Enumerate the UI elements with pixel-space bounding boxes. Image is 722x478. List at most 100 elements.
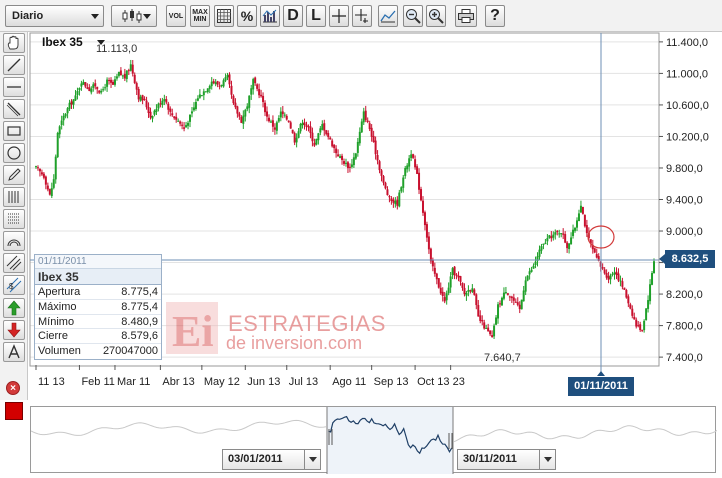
candle-down (293, 133, 296, 143)
candle-down (179, 121, 182, 124)
candle-down (169, 108, 172, 112)
candle-down (595, 254, 598, 258)
candle-down (627, 296, 630, 304)
candle-down (425, 224, 428, 238)
parallel-channel-tool[interactable] (3, 253, 25, 273)
watermark-logo: Ei (166, 302, 218, 356)
instrument-title[interactable]: Ibex 35 (42, 35, 83, 49)
candle-down (566, 242, 569, 249)
candle-down (518, 304, 521, 310)
candle-up (645, 308, 648, 321)
candle-up (400, 187, 403, 192)
candle-up (315, 138, 318, 145)
crosshair-axis-icon (355, 9, 368, 23)
crosshair-button[interactable] (329, 5, 349, 27)
buy-signal-tool[interactable] (3, 298, 25, 318)
ray-line-icon (6, 102, 21, 117)
chevron-down-icon[interactable] (304, 450, 320, 469)
navigator-right-handle[interactable] (448, 433, 453, 449)
candle-up (301, 122, 304, 126)
range-navigator[interactable] (30, 406, 718, 474)
channel-tool[interactable] (3, 187, 25, 207)
price-tick-label: 10.600,0 (666, 100, 709, 112)
candle-up (546, 238, 549, 242)
info-value: 8.775,4 (121, 286, 158, 298)
candle-down (183, 127, 186, 129)
candle-down (386, 189, 389, 196)
pan-tool[interactable] (3, 33, 25, 53)
chevron-down-icon[interactable] (97, 40, 105, 45)
chevron-down-icon[interactable] (539, 450, 555, 469)
candle-down (135, 83, 138, 90)
horizontal-line-tool[interactable] (3, 77, 25, 97)
daily-button[interactable]: D (283, 5, 303, 27)
candle-up (277, 118, 280, 122)
percent-button[interactable]: % (237, 5, 257, 27)
navigator-left-handle[interactable] (328, 429, 333, 445)
ray-tool[interactable] (3, 99, 25, 119)
compare-button[interactable] (378, 5, 398, 27)
candle-down (390, 198, 393, 201)
candle-up (542, 243, 545, 246)
candle-up (202, 91, 205, 96)
print-button[interactable] (455, 5, 477, 27)
color-picker-button[interactable] (5, 402, 23, 420)
histogram-button[interactable] (260, 5, 280, 27)
arc-tool[interactable] (3, 231, 25, 251)
candle-down (181, 124, 184, 126)
candle-up (447, 287, 450, 294)
zoom-out-button[interactable] (403, 5, 423, 27)
zoom-in-button[interactable] (426, 5, 446, 27)
price-tick-label: 9.400,0 (666, 195, 703, 207)
candle-down (491, 335, 494, 337)
dollar-lines-icon: $ (6, 277, 22, 293)
info-value: 8.579,6 (121, 330, 158, 343)
candle-up (62, 115, 65, 121)
chevron-down-icon (91, 14, 99, 19)
candle-up (574, 227, 577, 231)
fibonacci-tool[interactable] (3, 209, 25, 229)
candle-down (266, 111, 269, 117)
candle-down (311, 132, 314, 142)
regression-tool[interactable]: $ (3, 275, 25, 295)
line-button[interactable]: L (306, 5, 326, 27)
crosshair-axis-button[interactable] (352, 5, 372, 27)
candle-down (396, 199, 399, 206)
maxmin-button[interactable]: MAX MIN (190, 5, 210, 27)
ellipse-tool[interactable] (3, 143, 25, 163)
start-date-select[interactable]: 03/01/2011 (222, 449, 321, 470)
candle-down (212, 81, 215, 84)
help-button[interactable]: ? (485, 5, 505, 27)
sell-signal-tool[interactable] (3, 320, 25, 340)
candle-up (80, 83, 83, 87)
candle-up (534, 261, 537, 266)
text-tool[interactable] (3, 342, 25, 362)
date-tick-label: 23 (453, 376, 465, 388)
trendline-tool[interactable] (3, 55, 25, 75)
candle-down (605, 273, 608, 278)
grid-button[interactable] (214, 5, 234, 27)
pencil-tool[interactable] (3, 165, 25, 185)
candle-down (418, 172, 421, 190)
candle-up (56, 132, 59, 158)
candlesticks (35, 59, 655, 340)
candle-down (550, 236, 553, 239)
candle-up (204, 91, 207, 93)
candle-up (540, 246, 543, 251)
candle-down (473, 289, 476, 295)
candle-down (591, 244, 594, 250)
zoom-in-icon (429, 9, 444, 24)
volume-button[interactable]: VOL (166, 5, 186, 27)
vertical-lines-icon (8, 191, 19, 203)
candle-down (597, 256, 600, 261)
candle-down (173, 116, 176, 119)
chart-type-select[interactable] (111, 5, 157, 27)
rectangle-tool[interactable] (3, 121, 25, 141)
candle-up (362, 111, 365, 123)
close-icon[interactable]: × (6, 381, 20, 395)
candle-down (333, 144, 336, 149)
end-date-select[interactable]: 30/11/2011 (457, 449, 556, 470)
candle-down (262, 95, 265, 103)
crosshair-date-tag: 01/11/2011 (568, 377, 634, 396)
period-select[interactable]: Diario (5, 5, 104, 27)
